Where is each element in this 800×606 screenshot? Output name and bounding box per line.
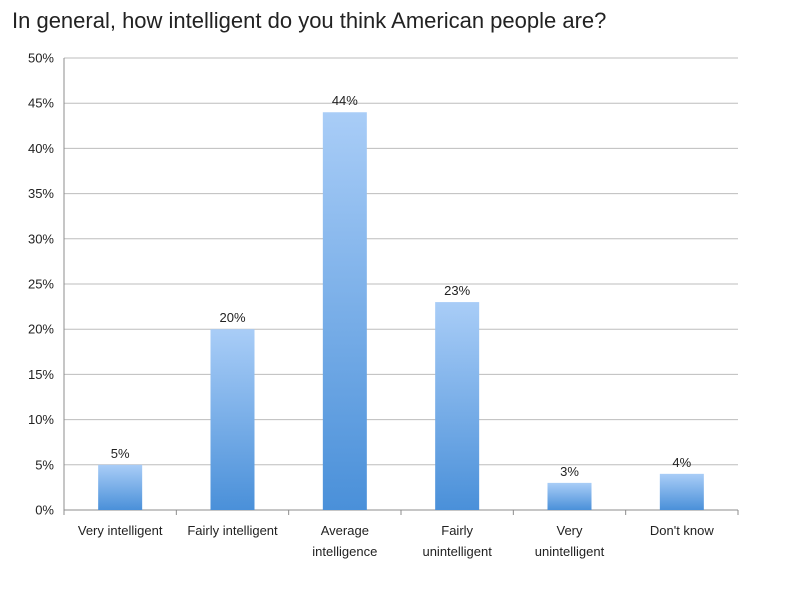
data-label: 23% bbox=[444, 283, 470, 298]
y-tick-label: 30% bbox=[28, 231, 54, 246]
y-tick-label: 5% bbox=[35, 457, 54, 472]
category-label-line: Very intelligent bbox=[78, 523, 163, 538]
bar bbox=[659, 473, 704, 510]
y-tick-label: 25% bbox=[28, 277, 54, 292]
data-label: 4% bbox=[672, 455, 691, 470]
bar bbox=[98, 464, 143, 510]
y-tick-label: 20% bbox=[28, 322, 54, 337]
bars bbox=[98, 112, 704, 511]
y-axis-tick-labels: 0% 5% 10% 15% 20% 25% 30% 35% 40% 45% 50% bbox=[28, 51, 54, 518]
y-tick-label: 40% bbox=[28, 141, 54, 156]
category-label: Very intelligent bbox=[78, 523, 163, 538]
category-label: Fairly unintelligent bbox=[422, 523, 492, 559]
category-label: Fairly intelligent bbox=[187, 523, 278, 538]
y-tick-label: 50% bbox=[28, 51, 54, 66]
category-label-line: unintelligent bbox=[422, 544, 492, 559]
y-tick-label: 15% bbox=[28, 367, 54, 382]
category-label-line: Don't know bbox=[650, 523, 715, 538]
y-tick-label: 0% bbox=[35, 503, 54, 518]
x-axis-category-labels: Very intelligent Fairly intelligent Averag… bbox=[78, 523, 715, 559]
category-label: Average intelligence bbox=[312, 523, 377, 559]
bar bbox=[547, 482, 592, 510]
bar bbox=[435, 302, 480, 510]
data-label: 3% bbox=[560, 464, 579, 479]
category-label: Don't know bbox=[650, 523, 715, 538]
y-tick-label: 10% bbox=[28, 412, 54, 427]
data-label: 20% bbox=[219, 310, 245, 325]
category-label-line: unintelligent bbox=[535, 544, 605, 559]
bar bbox=[322, 112, 367, 511]
category-label-line: intelligence bbox=[312, 544, 377, 559]
category-label-line: Fairly bbox=[441, 523, 473, 538]
category-label-line: Very bbox=[556, 523, 583, 538]
chart-title: In general, how intelligent do you think… bbox=[12, 8, 606, 33]
data-labels: 5% 20% 44% 23% 3% 4% bbox=[111, 93, 692, 479]
category-label: Very unintelligent bbox=[535, 523, 605, 559]
data-label: 44% bbox=[332, 93, 358, 108]
category-label-line: Average bbox=[321, 523, 369, 538]
category-label-line: Fairly intelligent bbox=[187, 523, 278, 538]
bar bbox=[210, 329, 255, 510]
data-label: 5% bbox=[111, 446, 130, 461]
gridlines bbox=[63, 57, 739, 515]
y-tick-label: 45% bbox=[28, 96, 54, 111]
y-tick-label: 35% bbox=[28, 186, 54, 201]
